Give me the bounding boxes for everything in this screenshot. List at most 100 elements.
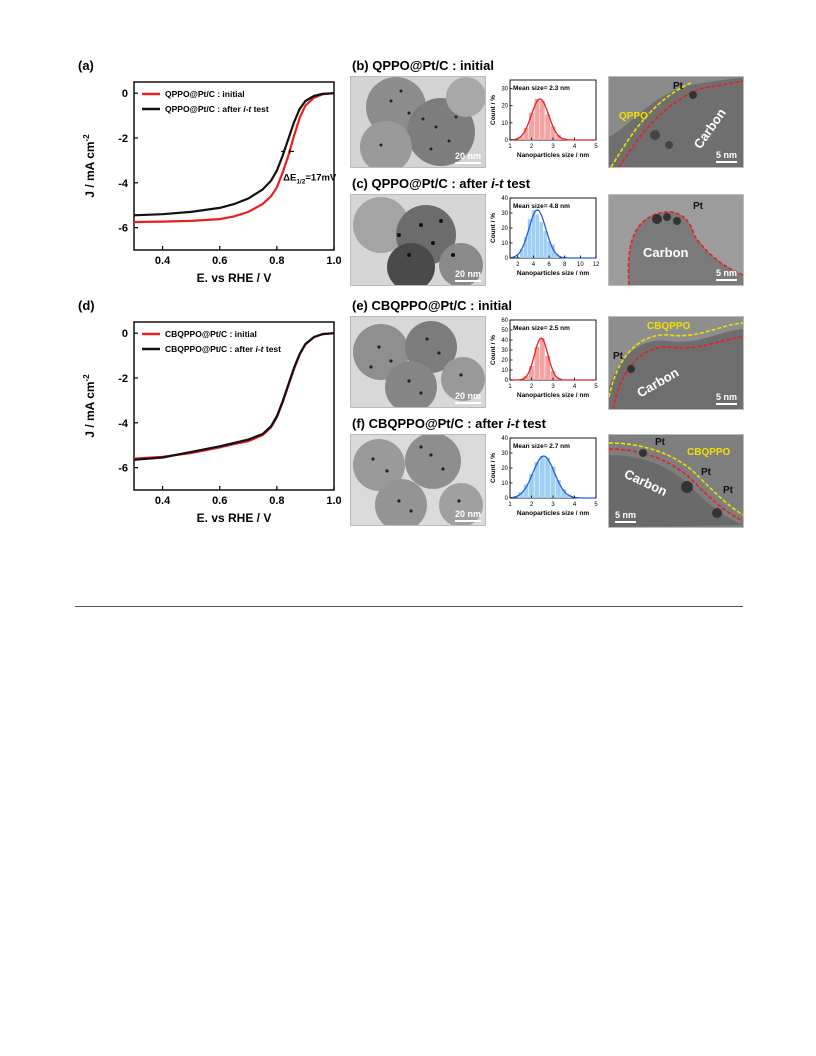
hist-bar bbox=[535, 214, 540, 258]
hist-bar bbox=[545, 457, 551, 498]
size-histogram-b: Mean size= 2.3 nm 1 2 3 4 5 0 10 20 30 Nanoparticl… bbox=[490, 79, 598, 159]
hist-bar bbox=[545, 114, 551, 140]
hist-x-tick-label: 2 bbox=[530, 384, 534, 390]
x-tick-label: 0.4 bbox=[155, 495, 171, 507]
panel-b-label: (b) QPPO@Pt/C : initial bbox=[352, 58, 494, 73]
hist-x-tick-label: 10 bbox=[577, 262, 584, 268]
hist-bar bbox=[529, 366, 534, 380]
x-tick-label: 1.0 bbox=[326, 255, 341, 267]
legend-label: CBQPPO@Pt/C : initial bbox=[165, 329, 257, 339]
hist-e-container: Mean size= 2.5 nm 1 2 3 4 5 0 10 20 30 40 50 60 Nanop… bbox=[488, 316, 602, 408]
hrtem-e-pt-label: Pt bbox=[613, 351, 623, 362]
y-tick-label: -6 bbox=[118, 463, 128, 475]
hist-x-tick-label: 3 bbox=[551, 144, 555, 150]
hist-x-tick-label: 2 bbox=[530, 502, 534, 508]
hist-y-tick-label: 20 bbox=[501, 104, 508, 110]
hist-bar bbox=[566, 495, 572, 498]
hist-y-tick-label: 20 bbox=[501, 358, 508, 364]
hist-bar bbox=[539, 222, 544, 258]
x-tick-label: 1.0 bbox=[326, 495, 341, 507]
hist-bar bbox=[551, 244, 555, 258]
hist-y-tick-label: 20 bbox=[501, 226, 508, 232]
size-histogram-e: Mean size= 2.5 nm1 2 3 4 50102030405060Nanop… bbox=[490, 318, 598, 399]
hist-x-tick-label: 1 bbox=[508, 384, 512, 390]
hist-x-tick-label: 1 bbox=[508, 144, 512, 150]
y-tick-label: 0 bbox=[122, 328, 128, 340]
annotation-arrowhead-right bbox=[288, 148, 291, 155]
legend-label: QPPO@Pt/C : after i-t test bbox=[165, 104, 269, 114]
hrtem-scale-b: 5 nm bbox=[715, 150, 737, 163]
hist-bar bbox=[523, 128, 529, 140]
x-tick-label: 0.6 bbox=[212, 495, 227, 507]
tem-scale-e: 20 nm bbox=[454, 391, 481, 404]
y-tick-label: -2 bbox=[118, 133, 128, 145]
x-tick-label: 0.6 bbox=[212, 255, 227, 267]
hist-x-tick-label: 3 bbox=[551, 502, 555, 508]
hrtem-f-pt-label-3: Pt bbox=[723, 485, 733, 496]
hist-bar bbox=[550, 371, 556, 380]
hist-bar bbox=[539, 100, 545, 140]
size-histogram-f: Mean size= 2.7 nm 1 2 3 4 5 0 10 20 30 40 Nanoparti… bbox=[490, 436, 598, 517]
tem-image-b-drawing bbox=[351, 77, 485, 167]
hist-bar bbox=[561, 489, 567, 498]
panel-d-label: (d) bbox=[78, 298, 95, 313]
hist-x-tick-label: 1 bbox=[508, 502, 512, 508]
y-tick-label: 0 bbox=[122, 88, 128, 100]
hist-bar bbox=[539, 456, 545, 498]
hist-bar bbox=[534, 98, 540, 140]
hist-f-container: Mean size= 2.7 nm 1 2 3 4 5 0 10 20 30 40 Nanoparti… bbox=[488, 434, 602, 526]
hist-x-tick-label: 4 bbox=[532, 262, 536, 268]
tem-image-c-drawing bbox=[351, 195, 485, 285]
hist-y-axis-label: Count / % bbox=[490, 335, 497, 365]
hist-y-tick-label: 0 bbox=[505, 138, 509, 144]
series-line-2 bbox=[133, 332, 335, 461]
hist-y-tick-label: 0 bbox=[505, 378, 509, 384]
hist-y-tick-label: 10 bbox=[501, 121, 508, 127]
hrtem-scale-e: 5 nm bbox=[715, 392, 737, 405]
x-tick-label: 0.8 bbox=[269, 495, 284, 507]
legend-label: QPPO@Pt/C : initial bbox=[165, 89, 245, 99]
hist-x-tick-label: 4 bbox=[573, 502, 577, 508]
hist-mean-label: Mean size= 2.3 nm bbox=[513, 85, 570, 92]
hrtem-e-shell-label: CBQPPO bbox=[647, 321, 691, 332]
hrtem-image-c-drawing bbox=[609, 195, 743, 285]
tem-image-c: 20 nm bbox=[350, 194, 486, 286]
y-axis-label: J / mA cm-2 bbox=[82, 134, 97, 198]
hist-bar bbox=[545, 356, 551, 380]
hist-y-tick-label: 10 bbox=[501, 368, 508, 374]
series-line-1 bbox=[133, 92, 335, 224]
y-tick-label: -6 bbox=[118, 223, 128, 235]
hist-y-tick-label: 20 bbox=[501, 466, 508, 472]
hrtem-image-f: Pt CBQPPO Pt Pt Carbon 5 nm bbox=[608, 434, 744, 528]
hist-y-tick-label: 50 bbox=[501, 328, 508, 334]
tem-image-e: 20 nm bbox=[350, 316, 486, 408]
hist-mean-label: Mean size= 4.8 nm bbox=[513, 203, 570, 210]
series-line-2 bbox=[133, 92, 335, 217]
hrtem-c-pt-label: Pt bbox=[693, 201, 703, 212]
hist-bar bbox=[534, 462, 540, 498]
hist-x-tick-label: 4 bbox=[573, 144, 577, 150]
hist-bar bbox=[550, 466, 556, 498]
hist-y-tick-label: 10 bbox=[501, 241, 508, 247]
hist-bar bbox=[539, 338, 545, 380]
hrtem-image-f-drawing bbox=[609, 435, 743, 527]
hist-bar bbox=[547, 241, 551, 258]
hist-fit-curve bbox=[509, 455, 596, 499]
hist-bar bbox=[518, 136, 524, 140]
hist-y-tick-label: 0 bbox=[505, 496, 509, 502]
tem-image-f: 20 nm bbox=[350, 434, 486, 526]
hist-y-tick-label: 30 bbox=[501, 211, 508, 217]
hist-bar bbox=[529, 112, 534, 140]
tem-scale-c: 20 nm bbox=[454, 269, 481, 282]
x-tick-label: 0.4 bbox=[155, 255, 171, 267]
hist-y-tick-label: 40 bbox=[501, 436, 508, 442]
hist-bar bbox=[531, 210, 536, 258]
hrtem-b-pt-label: Pt bbox=[673, 81, 683, 92]
hrtem-f-pt-label-2: Pt bbox=[701, 467, 711, 478]
hist-fit-curve bbox=[510, 337, 596, 381]
tem-image-e-drawing bbox=[351, 317, 485, 407]
tem-scale-f: 20 nm bbox=[454, 509, 481, 522]
hrtem-image-b-drawing bbox=[609, 77, 743, 167]
hist-y-axis-label: Count / % bbox=[490, 95, 497, 125]
x-axis-label: E. vs RHE / V bbox=[197, 271, 272, 285]
